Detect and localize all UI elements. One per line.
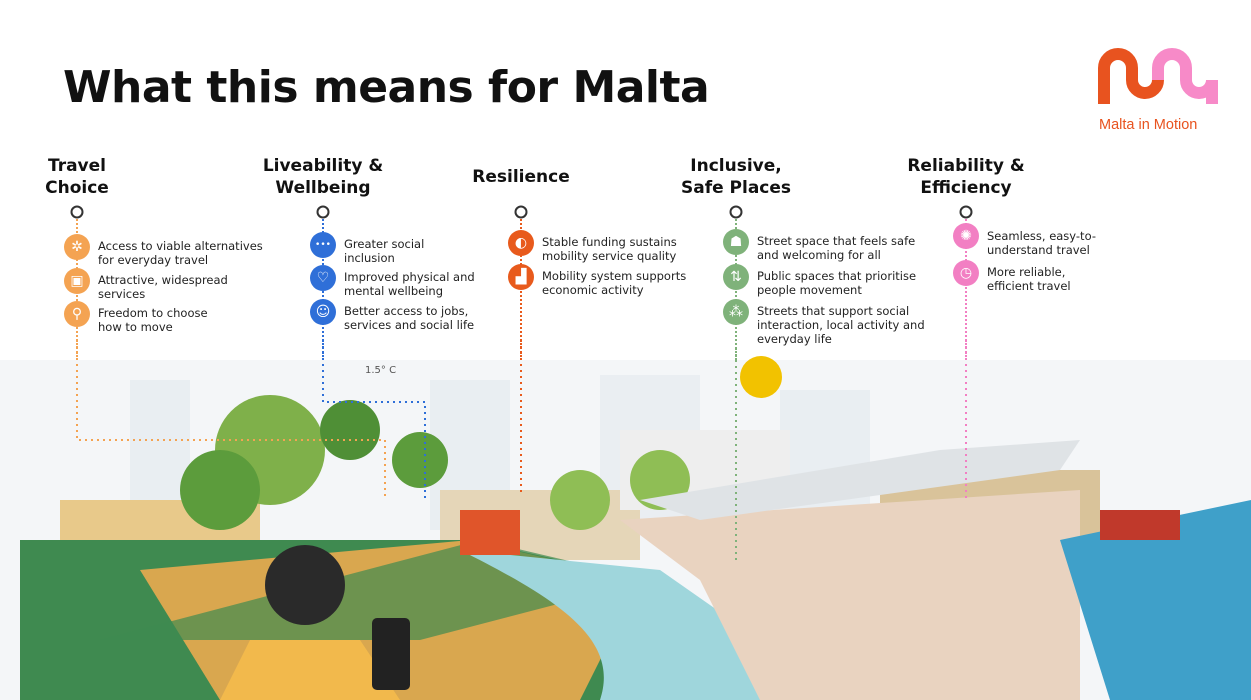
street-scene-illustration: 1.5° C [0,340,1251,700]
column-heading: Reliability & Efficiency [907,155,1024,199]
heading-line: Efficiency [920,178,1012,198]
benefit-item: Freedom to choose how to move [98,306,208,334]
column-heading: Travel Choice [45,155,109,199]
benefit-text-line: Attractive, widespread [98,273,228,287]
benefit-text-line: Access to viable alternatives [98,239,263,253]
benefit-text-line: and welcoming for all [757,248,881,262]
benefit-text-line: Street space that feels safe [757,234,916,248]
timeline-node [729,205,743,219]
brain-icon: ✺ [953,223,979,249]
heading-line: Wellbeing [275,178,371,198]
heading-line: Safe Places [680,178,792,198]
connector-line [965,212,967,360]
growth-chart-icon: ▟ [508,264,534,290]
benefit-item: Seamless, easy-to-understand travel [987,229,1096,257]
benefit-text-line: services and social life [344,318,475,332]
column-heading: Liveability & Wellbeing [263,155,383,199]
benefit-item: Improved physical and mental wellbeing [344,270,475,298]
benefit-text-line: Seamless, easy-to- [987,229,1096,243]
benefit-item: Street space that feels safe and welcomin… [757,234,915,262]
heading-line: Travel [47,156,107,176]
benefit-text-line: everyday life [757,332,832,346]
benefit-text-line: efficient travel [987,279,1071,293]
benefit-item: Attractive, widespread services [98,273,228,301]
family-icon: ☗ [723,229,749,255]
benefit-text-line: mobility service quality [542,249,677,263]
bicycle-icon: ⚲ [64,301,90,327]
benefit-text-line: Freedom to choose [98,306,208,320]
heading-line: Choice [45,178,109,198]
benefit-item: Public spaces that prioritise people move… [757,269,916,297]
thermometer-label: 1.5° C [365,365,396,376]
heading-line: Reliability & [907,156,1025,176]
column-heading: Resilience [472,166,569,188]
heading-line: Liveability & [262,156,384,176]
benefit-item: Access to viable alternatives for everyda… [98,239,263,267]
network-icon: ✲ [64,234,90,260]
column-heading: Inclusive, Safe Places [681,155,791,199]
benefit-text-line: Greater social [344,237,425,251]
benefit-text-line: services [98,287,146,301]
heading-line: Resilience [472,167,570,187]
benefit-item: Mobility system supports economic activit… [542,269,686,297]
sun [740,356,782,398]
benefit-text-line: Improved physical and [344,270,475,284]
benefit-text-line: how to move [98,320,173,334]
piggy-bank-icon: ◐ [508,230,534,256]
benefit-text-line: Mobility system supports [542,269,687,283]
benefit-text-line: More reliable, [987,265,1066,279]
benefit-text-line: understand travel [987,243,1090,257]
benefit-item: More reliable, efficient travel [987,265,1071,293]
benefit-text-line: Better access to jobs, [344,304,469,318]
benefit-item: Streets that support social interaction, … [757,304,925,346]
timeline-node [514,205,528,219]
benefit-text-line: economic activity [542,283,644,297]
heart-pulse-icon: ♡ [310,265,336,291]
benefit-item: Better access to jobs, services and socia… [344,304,474,332]
community-network-icon: ⁂ [723,299,749,325]
heading-line: Inclusive, [690,156,782,176]
timeline-node [316,205,330,219]
benefit-text-line: Stable funding sustains [542,235,677,249]
timeline-node [70,205,84,219]
stopwatch-icon: ◷ [953,260,979,286]
benefit-text-line: Streets that support social [757,304,910,318]
people-icon: ••• [310,232,336,258]
benefit-item: Greater social inclusion [344,237,424,265]
logo-text: Malta in Motion [1099,117,1198,133]
benefit-text-line: for everyday travel [98,253,209,267]
smiley-icon: ☺ [310,299,336,325]
timeline-node [959,205,973,219]
benefit-text-line: mental wellbeing [344,284,444,298]
benefit-text-line: interaction, local activity and [757,318,925,332]
benefit-item: Stable funding sustains mobility service … [542,235,677,263]
benefit-text-line: Public spaces that prioritise [757,269,917,283]
bus-icon: ▣ [64,268,90,294]
benefit-text-line: inclusion [344,251,395,265]
malta-in-motion-logo [1098,48,1218,104]
directions-icon: ⇅ [723,264,749,290]
benefit-text-line: people movement [757,283,862,297]
page-title: What this means for Malta [63,62,710,113]
